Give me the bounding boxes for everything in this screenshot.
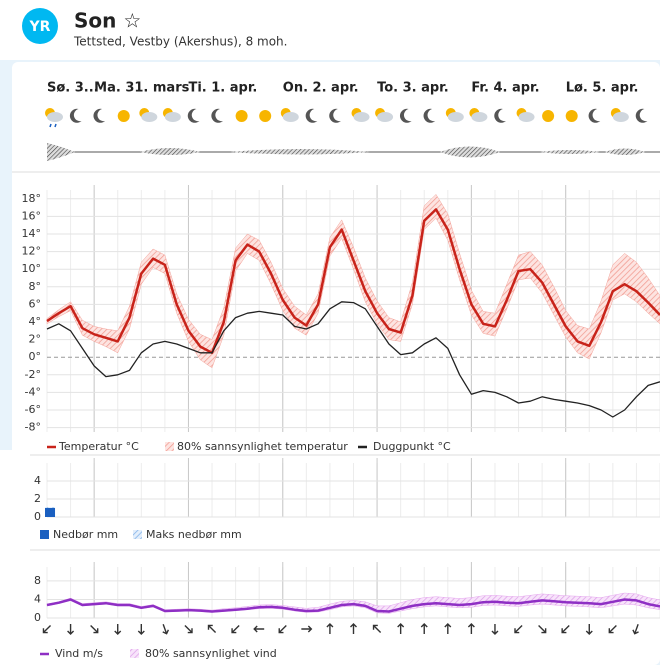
- legend-swatch: [165, 442, 174, 451]
- y-tick-label: 8°: [29, 280, 42, 293]
- sun-icon: [566, 110, 578, 122]
- y-tick-label: 0°: [29, 350, 42, 363]
- y-tick-label: 8: [34, 574, 41, 587]
- y-tick-label: -8°: [25, 421, 41, 434]
- day-label: Sø. 3...: [47, 81, 99, 96]
- day-label: To. 3. apr.: [377, 81, 449, 96]
- day-label: Ti. 1. apr.: [188, 81, 257, 96]
- legend-label: Vind m/s: [55, 647, 103, 660]
- y-tick-label: 18°: [22, 192, 42, 205]
- cloud-icon: [519, 112, 535, 122]
- location-subtitle: Tettsted, Vestby (Akershus), 8 moh.: [73, 35, 287, 49]
- y-tick-label: -2°: [25, 368, 41, 381]
- y-tick-label: 2: [34, 492, 41, 505]
- location-title[interactable]: Son ☆: [74, 9, 141, 33]
- precip-bar: [45, 508, 55, 517]
- cloud-icon: [448, 112, 464, 122]
- day-label: On. 2. apr.: [283, 81, 359, 96]
- legend-swatch: [40, 530, 49, 539]
- y-tick-label: 4: [34, 474, 41, 487]
- day-label: Fr. 4. apr.: [471, 81, 539, 96]
- legend-label: Duggpunkt °C: [373, 440, 451, 453]
- y-tick-label: 0: [34, 611, 41, 624]
- sun-icon: [542, 110, 554, 122]
- day-label: Lø. 5. apr.: [566, 81, 639, 96]
- y-tick-label: -6°: [25, 403, 41, 416]
- y-tick-label: 6°: [29, 297, 42, 310]
- legend-label: Maks nedbør mm: [146, 528, 242, 541]
- cloud-icon: [354, 112, 370, 122]
- sun-icon: [259, 110, 271, 122]
- y-tick-label: 4°: [29, 315, 42, 328]
- legend-label: 80% sannsynlighet temperatur: [177, 440, 348, 453]
- day-label: Ma. 31. mars: [94, 81, 189, 96]
- sun-icon: [118, 110, 130, 122]
- panel-left: [0, 450, 30, 665]
- cloud-icon: [165, 112, 181, 122]
- cloud-icon: [377, 112, 393, 122]
- y-tick-label: 14°: [22, 227, 42, 240]
- sun-icon: [236, 110, 248, 122]
- legend-label: Nedbør mm: [53, 528, 118, 541]
- cloud-icon: [141, 112, 157, 122]
- y-tick-label: -4°: [25, 385, 41, 398]
- y-tick-label: 10°: [22, 262, 42, 275]
- y-tick-label: 16°: [22, 209, 42, 222]
- y-tick-label: 4: [34, 592, 41, 605]
- cloud-icon: [471, 112, 487, 122]
- y-tick-label: 2°: [29, 333, 42, 346]
- legend-swatch: [133, 530, 142, 539]
- legend-swatch: [130, 649, 139, 658]
- y-tick-label: 0: [34, 510, 41, 523]
- cloud-icon: [283, 112, 299, 122]
- cloud-icon: [47, 112, 63, 122]
- cloud-icon: [613, 112, 629, 122]
- logo-text[interactable]: YR: [29, 19, 51, 35]
- y-tick-label: 12°: [22, 245, 42, 258]
- legend-label: 80% sannsynlighet vind: [145, 647, 277, 660]
- legend-label: Temperatur °C: [58, 440, 139, 453]
